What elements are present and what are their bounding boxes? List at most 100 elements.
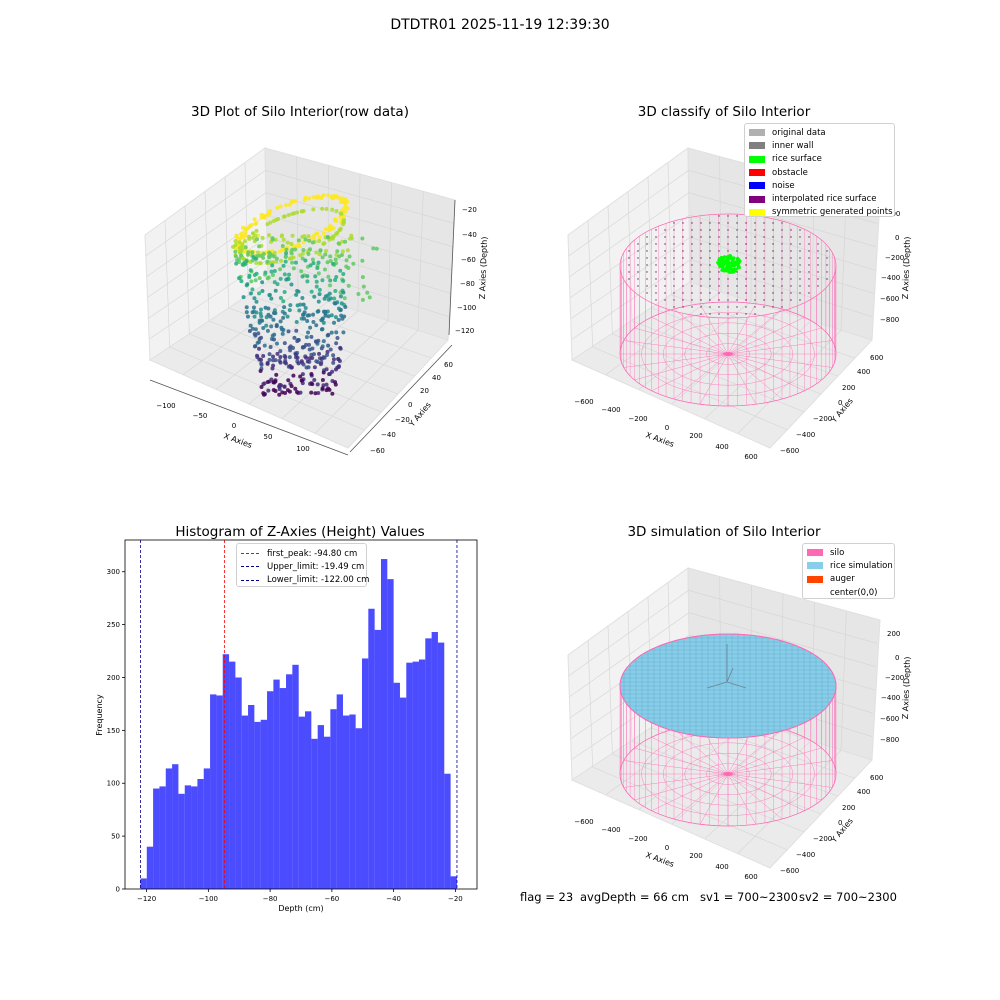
surface-point — [727, 222, 729, 224]
histogram-chart[interactable]: −120 −100 −80 −60 −40 −20 050100150200250300 … — [0, 500, 500, 920]
silo-center-mark — [723, 772, 733, 776]
grid-line — [690, 259, 873, 317]
data-point — [309, 289, 314, 294]
data-point — [344, 258, 349, 263]
legend-swatch — [807, 589, 823, 597]
data-point — [274, 372, 279, 377]
data-point — [295, 355, 300, 360]
surface-point — [727, 285, 729, 287]
surface-point — [664, 257, 666, 259]
surface-point — [682, 306, 684, 308]
silo-floor-spoke — [699, 303, 729, 355]
surface-point — [682, 229, 684, 231]
surface-point — [691, 250, 693, 252]
data-point — [271, 354, 276, 359]
classify-y-tick: 600 — [870, 354, 883, 362]
surface-point — [673, 306, 675, 308]
data-point — [331, 353, 336, 358]
data-point — [331, 261, 336, 266]
data-point — [254, 260, 259, 265]
rice-surface-point — [719, 257, 722, 261]
data-point — [298, 390, 303, 395]
data-point — [259, 384, 264, 389]
data-point — [242, 239, 247, 244]
data-point — [333, 382, 338, 387]
data-point — [318, 362, 323, 367]
data-point — [296, 243, 301, 248]
data-point — [308, 325, 313, 330]
raw-3d-plot[interactable]: −100 −50 0 50 100 X Axies −60 −40 −20 0 … — [0, 0, 500, 500]
data-point — [295, 210, 300, 215]
data-point — [315, 382, 320, 387]
data-point — [287, 355, 292, 360]
data-point — [280, 331, 285, 336]
x-tick-label: −20 — [448, 895, 463, 903]
surface-point — [700, 257, 702, 259]
data-point — [307, 238, 312, 243]
raw-z-label: Z Axies (Depth) — [478, 236, 489, 299]
surface-point — [736, 306, 738, 308]
surface-point — [754, 271, 756, 273]
histogram-y-label: Frequency — [95, 694, 104, 736]
data-point — [287, 308, 292, 313]
surface-point — [700, 222, 702, 224]
data-point — [307, 342, 312, 347]
data-point — [274, 341, 279, 346]
classify-y-tick: 0 — [838, 399, 842, 407]
grid-line — [146, 192, 267, 277]
surface-point — [628, 257, 630, 259]
data-point — [267, 357, 272, 362]
surface-point — [781, 243, 783, 245]
simulation-y-tick: 600 — [870, 774, 883, 782]
silo-floor-spoke — [727, 773, 783, 820]
data-point — [305, 319, 310, 324]
data-point — [262, 215, 267, 220]
data-point — [257, 320, 262, 325]
surface-point — [727, 292, 729, 294]
data-point — [338, 268, 343, 273]
simulation-3d-plot[interactable]: −600 −400 −200 0 200 400 600 X Axies −60… — [500, 420, 1000, 890]
data-point — [280, 243, 285, 248]
surface-point — [700, 271, 702, 273]
legend-swatch — [807, 575, 823, 583]
histogram-bar — [229, 661, 236, 889]
data-point — [360, 275, 365, 280]
silo-floor-spoke — [727, 340, 833, 355]
surface-point — [745, 306, 747, 308]
data-point — [272, 250, 277, 255]
classify-interpolated-surface — [628, 215, 828, 315]
rice-surface-point — [726, 257, 730, 261]
surface-point — [709, 243, 711, 245]
data-point — [256, 340, 261, 345]
simulation-y-tick: −400 — [796, 851, 815, 859]
surface-point — [754, 278, 756, 280]
rice-surface-point — [727, 262, 731, 266]
data-point — [315, 359, 320, 364]
surface-point — [655, 285, 657, 287]
data-point — [283, 391, 288, 396]
histogram-bar — [286, 674, 293, 889]
data-point — [264, 323, 269, 328]
surface-point — [718, 299, 720, 301]
data-point — [321, 370, 326, 375]
data-point — [273, 288, 278, 293]
data-point — [326, 386, 331, 391]
surface-point — [646, 250, 648, 252]
surface-point — [700, 292, 702, 294]
histogram-bar — [437, 642, 445, 889]
data-point — [295, 339, 300, 344]
surface-point — [691, 222, 693, 224]
histogram-bar — [361, 658, 369, 889]
data-point — [316, 260, 321, 265]
surface-point — [673, 278, 675, 280]
data-point — [306, 330, 311, 335]
histogram-bar — [431, 632, 438, 889]
surface-point — [682, 222, 684, 224]
surface-point — [772, 229, 774, 231]
surface-point — [826, 264, 828, 266]
raw-z-tick: −60 — [461, 256, 476, 264]
surface-point — [709, 292, 711, 294]
surface-point — [727, 243, 729, 245]
data-point — [281, 214, 286, 219]
data-point — [265, 380, 270, 385]
